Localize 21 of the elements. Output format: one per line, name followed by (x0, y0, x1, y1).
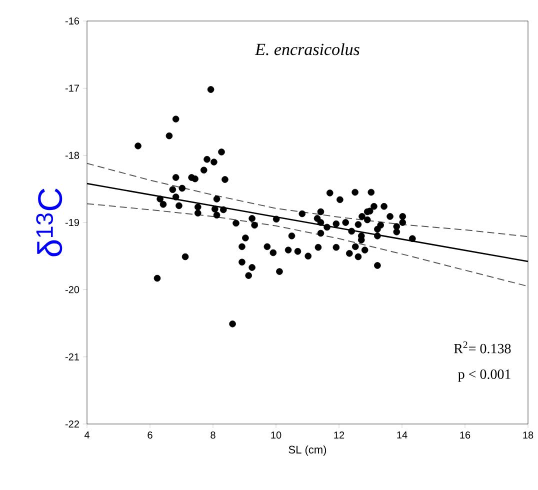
y-tick-label: -18 (65, 152, 80, 159)
y-tick-label: -20 (65, 286, 80, 294)
y-tick-label: -22 (65, 420, 79, 428)
x-tick-label: 14 (397, 432, 408, 438)
y-tick-label: -21 (65, 353, 79, 360)
x-tick-label: 18 (523, 432, 534, 439)
y-tick-label: -17 (65, 84, 79, 92)
annotation: p < 0.001 (458, 369, 510, 382)
line-series (86, 162, 529, 238)
y-tick-label: -16 (65, 17, 80, 25)
x-axis-title: SL (cm) (288, 445, 326, 456)
x-tick-label: 12 (334, 432, 344, 439)
x-tick-label: 6 (148, 432, 152, 439)
x-tick-label: 4 (84, 432, 90, 438)
y-axis-title: δ$^{13}$C (36, 188, 62, 256)
x-tick-label: 16 (460, 432, 470, 439)
x-tick-label: 8 (210, 432, 216, 439)
annotation: R$^{2}$= 0.138 (454, 341, 511, 354)
annotation: E. encrasicolus (254, 43, 360, 56)
y-tick-label: -19 (65, 218, 79, 226)
x-tick-label: 10 (271, 432, 282, 439)
